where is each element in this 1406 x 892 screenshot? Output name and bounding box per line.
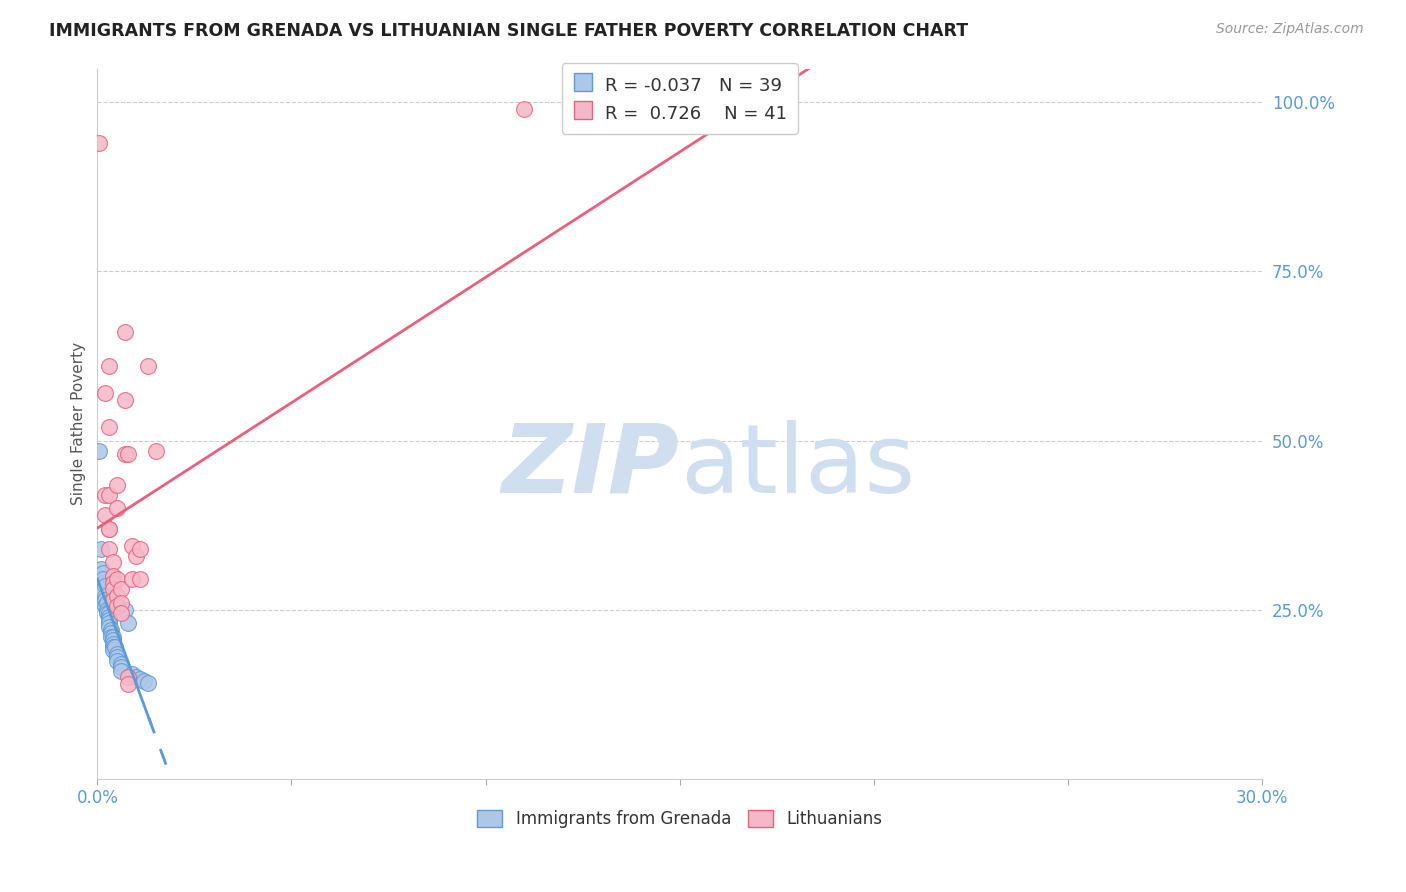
Point — [513, 102, 536, 116]
Point — [765, 115, 787, 129]
Point — [90, 541, 112, 556]
Point — [117, 677, 139, 691]
Point — [114, 447, 136, 461]
Point — [110, 660, 132, 674]
Point — [129, 672, 152, 686]
Point — [121, 667, 143, 681]
Point — [96, 596, 118, 610]
Point — [91, 572, 114, 586]
Point — [110, 657, 132, 671]
Point — [688, 105, 710, 120]
Point — [90, 562, 112, 576]
Point — [105, 477, 128, 491]
Point — [114, 326, 136, 340]
Point — [101, 643, 124, 657]
Point — [105, 653, 128, 667]
Point — [89, 443, 111, 458]
Y-axis label: Single Father Poverty: Single Father Poverty — [72, 343, 86, 505]
Point — [98, 613, 121, 627]
Point — [96, 606, 118, 620]
Point — [110, 606, 132, 620]
Text: atlas: atlas — [679, 420, 915, 513]
Point — [94, 508, 117, 522]
Point — [104, 640, 127, 654]
Point — [110, 664, 132, 678]
Point — [94, 579, 117, 593]
Text: ZIP: ZIP — [502, 420, 679, 513]
Point — [114, 603, 136, 617]
Point — [129, 572, 152, 586]
Point — [105, 589, 128, 603]
Point — [98, 606, 121, 620]
Point — [98, 616, 121, 631]
Legend: Immigrants from Grenada, Lithuanians: Immigrants from Grenada, Lithuanians — [471, 803, 889, 835]
Point — [98, 620, 121, 634]
Point — [101, 637, 124, 651]
Point — [101, 630, 124, 644]
Point — [117, 670, 139, 684]
Point — [94, 599, 117, 614]
Point — [101, 575, 124, 590]
Point — [101, 640, 124, 654]
Point — [94, 589, 117, 603]
Point — [121, 572, 143, 586]
Text: Source: ZipAtlas.com: Source: ZipAtlas.com — [1216, 22, 1364, 37]
Point — [132, 673, 155, 688]
Point — [101, 569, 124, 583]
Point — [98, 420, 121, 434]
Point — [110, 596, 132, 610]
Point — [91, 566, 114, 580]
Point — [747, 112, 769, 127]
Point — [98, 488, 121, 502]
Point — [105, 572, 128, 586]
Text: IMMIGRANTS FROM GRENADA VS LITHUANIAN SINGLE FATHER POVERTY CORRELATION CHART: IMMIGRANTS FROM GRENADA VS LITHUANIAN SI… — [49, 22, 969, 40]
Point — [100, 623, 122, 637]
Point — [125, 670, 148, 684]
Point — [94, 488, 117, 502]
Point — [101, 592, 124, 607]
Point — [110, 582, 132, 597]
Point — [101, 556, 124, 570]
Point — [136, 359, 159, 374]
Point — [98, 522, 121, 536]
Point — [129, 541, 152, 556]
Point — [105, 650, 128, 665]
Point — [100, 630, 122, 644]
Point — [98, 609, 121, 624]
Point — [98, 541, 121, 556]
Point — [105, 501, 128, 516]
Point — [89, 136, 111, 150]
Point — [100, 626, 122, 640]
Point — [101, 633, 124, 648]
Point — [94, 386, 117, 401]
Point — [145, 443, 167, 458]
Point — [94, 592, 117, 607]
Point — [117, 616, 139, 631]
Point — [778, 119, 800, 133]
Point — [101, 582, 124, 597]
Point — [105, 599, 128, 614]
Point — [117, 447, 139, 461]
Point — [98, 522, 121, 536]
Point — [121, 539, 143, 553]
Point — [136, 676, 159, 690]
Point — [96, 603, 118, 617]
Point — [114, 392, 136, 407]
Point — [125, 549, 148, 563]
Point — [98, 359, 121, 374]
Point — [105, 647, 128, 661]
